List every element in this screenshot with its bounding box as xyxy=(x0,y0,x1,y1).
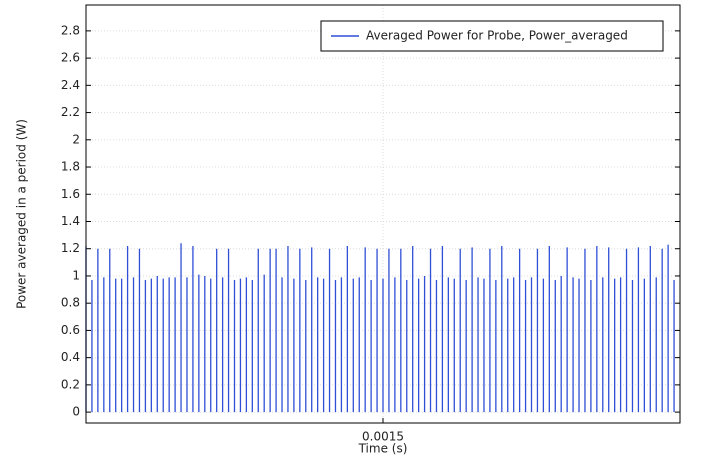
y-tick-label: 0.2 xyxy=(61,377,80,391)
legend-label: Averaged Power for Probe, Power_averaged xyxy=(366,29,628,43)
y-tick-label: 2.2 xyxy=(61,105,80,119)
y-tick-label: 1.2 xyxy=(61,241,80,255)
y-tick-label: 1.8 xyxy=(61,160,80,174)
y-tick-label: 0.6 xyxy=(61,323,80,337)
x-tick-label: 0.0015 xyxy=(362,430,404,444)
y-tick-label: 2.4 xyxy=(61,78,80,92)
x-axis-label: Time (s) xyxy=(358,442,408,456)
legend-box xyxy=(320,20,664,52)
y-tick-label: 2.6 xyxy=(61,51,80,65)
y-tick-label: 2.8 xyxy=(61,23,80,37)
plot-frame xyxy=(85,4,681,424)
y-tick-label: 0.4 xyxy=(61,350,80,364)
y-tick-label: 1.4 xyxy=(61,214,80,228)
y-tick-label: 1 xyxy=(72,268,80,282)
y-tick-label: 0 xyxy=(72,405,80,419)
y-tick-label: 2 xyxy=(72,132,80,146)
y-axis-label: Power averaged in a period (W) xyxy=(15,119,29,309)
y-tick-label: 0.8 xyxy=(61,296,80,310)
y-tick-label: 1.6 xyxy=(61,187,80,201)
